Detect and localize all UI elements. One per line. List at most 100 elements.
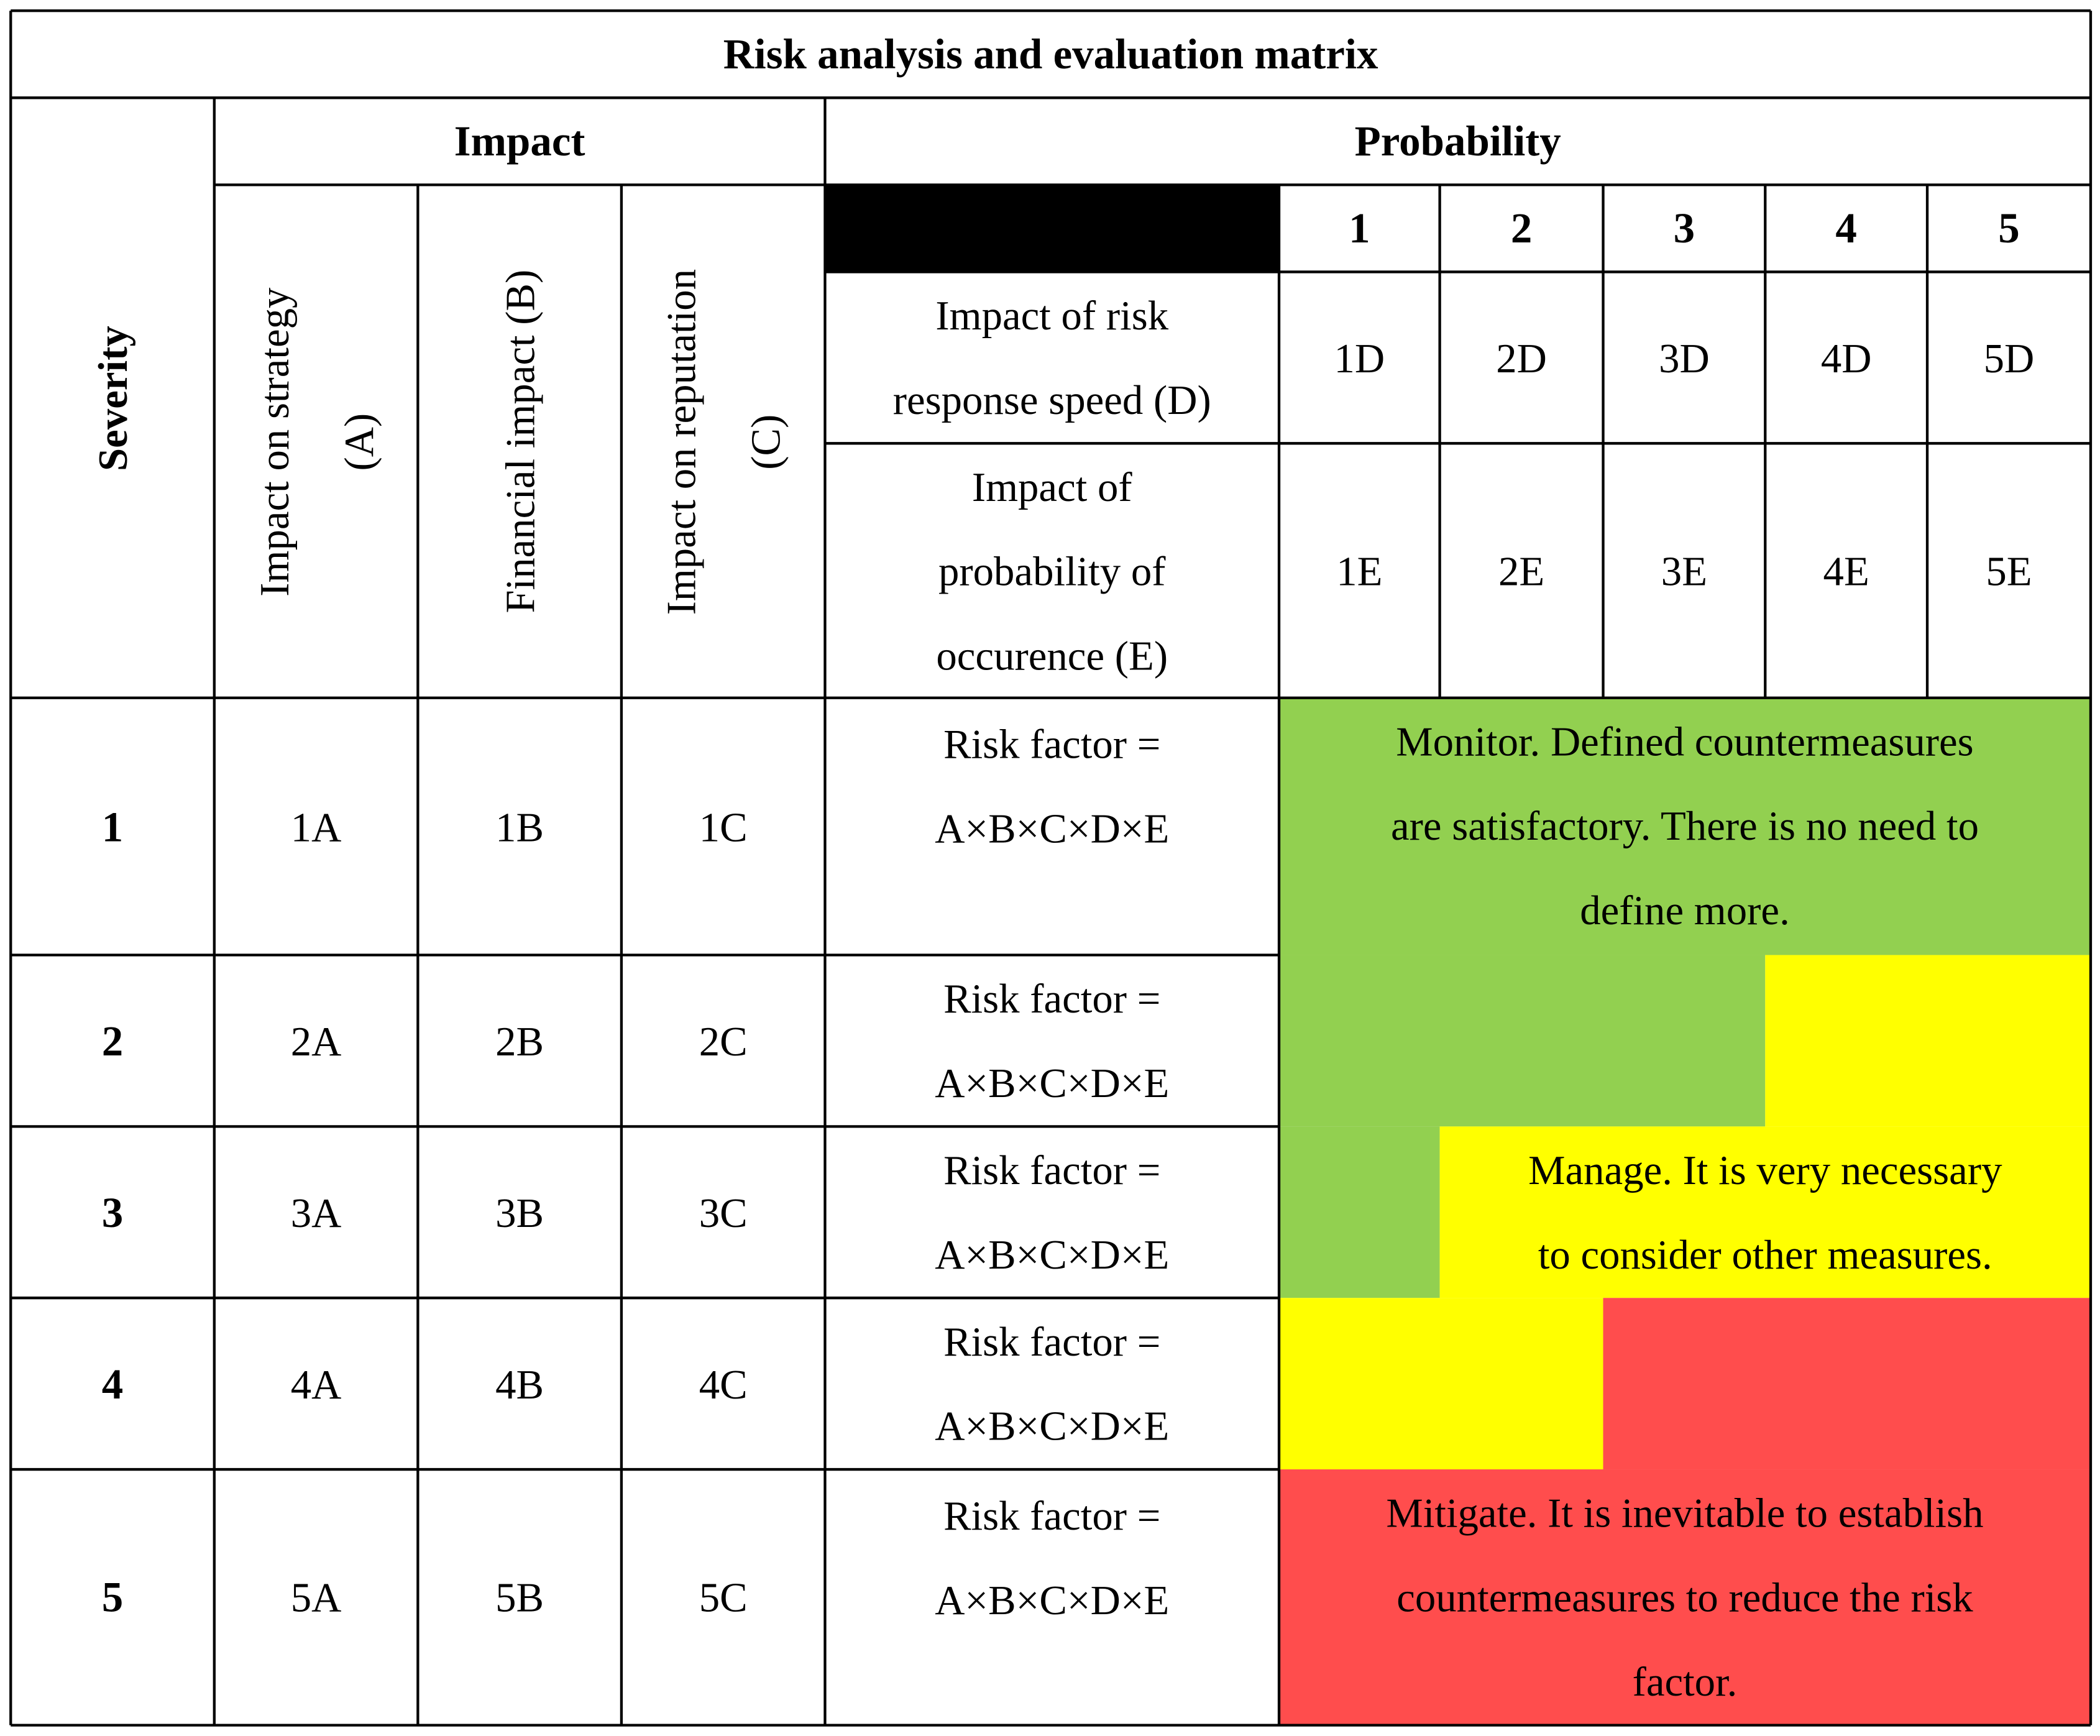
mitigate-zone	[1279, 1469, 2091, 1725]
impact-cell: 1B	[418, 698, 621, 955]
factor-cell: 3E	[1603, 443, 1766, 697]
risk-factor-formula-line: A×B×C×D×E	[935, 1059, 1170, 1107]
probability-level-line: 3	[1673, 203, 1695, 252]
risk-factor-formula-text: Risk factor = A×B×C×D×E	[935, 1299, 1169, 1468]
impact-cell-line: 2C	[699, 1017, 748, 1065]
mitigate-zone	[1603, 1298, 2091, 1470]
factor-cell-text: 1D	[1334, 316, 1385, 400]
factor-cell-text: 5E	[1986, 528, 2032, 613]
manage-zone	[1439, 1126, 2091, 1298]
impact-cell: 3B	[418, 1126, 621, 1298]
impact-cell: 3C	[621, 1126, 825, 1298]
risk-factor-formula: Risk factor = A×B×C×D×E	[825, 698, 1279, 955]
manage-zone-text-text: Manage. It is very necessary to consider …	[1528, 1128, 2002, 1297]
manage-zone	[1765, 955, 2091, 1127]
impact-cell-line: 1A	[290, 802, 342, 850]
monitor-zone	[1279, 955, 1766, 1127]
factor-cell-line: 5E	[1986, 547, 2032, 594]
probability-header-text: Probability	[1355, 99, 1561, 183]
probability-level-line: 1	[1349, 203, 1370, 252]
impact-cell-text: 1A	[291, 784, 342, 869]
factor-row-label-text: Impact of probability of occurence (E)	[936, 444, 1168, 697]
mitigate-zone-text: Mitigate. It is inevitable to establish c…	[1279, 1469, 2091, 1725]
monitor-zone-text-line: are satisfactory. There is no need to	[1390, 801, 1979, 849]
factor-row-label: Impact of risk response speed (D)	[825, 272, 1279, 443]
impact-cell-line: 2A	[290, 1017, 342, 1065]
probability-level: 5	[1927, 185, 2091, 272]
probability-level-text: 3	[1674, 186, 1695, 271]
factor-cell: 5E	[1927, 443, 2091, 697]
factor-row-label-text: Impact of risk response speed (D)	[893, 273, 1211, 443]
risk-factor-formula-line: A×B×C×D×E	[935, 1231, 1170, 1278]
severity-level-line: 1	[101, 801, 124, 850]
factor-cell-line: 3E	[1661, 547, 1708, 594]
impact-header: Impact	[214, 98, 825, 185]
probability-header-line: Probability	[1354, 116, 1561, 165]
impact-cell-line: 3A	[290, 1188, 342, 1236]
impact-cell: 4B	[418, 1298, 621, 1469]
severity-level-text: 5	[102, 1555, 123, 1640]
factor-cell: 1D	[1279, 272, 1440, 443]
impact-cell-text: 3C	[699, 1170, 748, 1254]
factor-cell-line: 5D	[1983, 334, 2035, 382]
severity-level: 1	[11, 698, 214, 955]
manage-zone-text-line: Manage. It is very necessary	[1528, 1146, 2002, 1194]
severity-level-text: 1	[102, 784, 123, 869]
risk-factor-formula: Risk factor = A×B×C×D×E	[825, 1298, 1279, 1469]
risk-factor-formula-line: Risk factor =	[943, 975, 1161, 1022]
factor-row-label-line: Impact of risk	[935, 292, 1169, 339]
probability-level: 4	[1765, 185, 1927, 272]
severity-header: Severity	[11, 98, 214, 697]
risk-factor-formula-line: Risk factor =	[943, 1492, 1161, 1540]
impact-cell-line: 5B	[495, 1574, 544, 1621]
impact-cell-text: 5C	[699, 1555, 748, 1640]
impact-cell-text: 5A	[291, 1555, 342, 1640]
risk-factor-formula-text: Risk factor = A×B×C×D×E	[935, 1128, 1169, 1297]
severity-level: 5	[11, 1469, 214, 1725]
severity-level-text: 3	[102, 1170, 123, 1254]
severity-level-text: 2	[102, 999, 123, 1083]
impact-cell: 2B	[418, 955, 621, 1127]
factor-cell-text: 2E	[1498, 528, 1544, 613]
mitigate-zone-text-line: countermeasures to reduce the risk	[1396, 1574, 1973, 1621]
probability-level: 2	[1440, 185, 1603, 272]
probability-level-text: 1	[1349, 186, 1370, 271]
impact-column-header-c: Impact on reputation (C)	[621, 185, 825, 697]
factor-cell-text: 4E	[1823, 528, 1869, 613]
factor-cell: 2D	[1440, 272, 1603, 443]
impact-cell-line: 3B	[495, 1188, 544, 1236]
impact-cell-text: 3A	[291, 1170, 342, 1254]
factor-row-label-line: Impact of	[971, 462, 1132, 510]
factor-cell-line: 3D	[1659, 334, 1710, 382]
impact-cell-line: 4C	[699, 1360, 748, 1407]
impact-cell: 2C	[621, 955, 825, 1127]
impact-cell-line: 1B	[495, 802, 544, 850]
black-header-cell	[825, 185, 1280, 272]
impact-cell: 2A	[214, 955, 418, 1127]
risk-factor-formula-line: A×B×C×D×E	[935, 805, 1170, 852]
impact-cell-text: 3B	[495, 1170, 544, 1254]
impact-cell: 4C	[621, 1298, 825, 1469]
probability-level-text: 2	[1511, 186, 1532, 271]
monitor-zone-text-text: Monitor. Defined countermeasures are sati…	[1391, 699, 1979, 952]
probability-level-text: 5	[1998, 186, 2019, 271]
impact-cell-text: 2A	[291, 999, 342, 1083]
impact-cell-text: 1B	[495, 784, 544, 869]
factor-cell-line: 1D	[1334, 334, 1385, 382]
impact-header-text: Impact	[454, 99, 585, 183]
monitor-zone	[1279, 697, 2091, 955]
impact-column-header-c-line: Impact on reputation	[658, 268, 705, 615]
impact-cell: 5C	[621, 1469, 825, 1725]
monitor-zone-text: Monitor. Defined countermeasures are sati…	[1279, 698, 2091, 952]
monitor-zone-text-line: define more.	[1580, 886, 1790, 933]
impact-cell-line: 4B	[495, 1360, 544, 1407]
mitigate-zone-text-line: Mitigate. It is inevitable to establish	[1386, 1489, 1984, 1536]
severity-header-line: Severity	[89, 325, 136, 471]
factor-cell-line: 2E	[1498, 547, 1545, 594]
factor-cell-line: 4E	[1823, 547, 1869, 594]
severity-level: 2	[11, 955, 214, 1127]
impact-cell-text: 4C	[699, 1341, 748, 1426]
